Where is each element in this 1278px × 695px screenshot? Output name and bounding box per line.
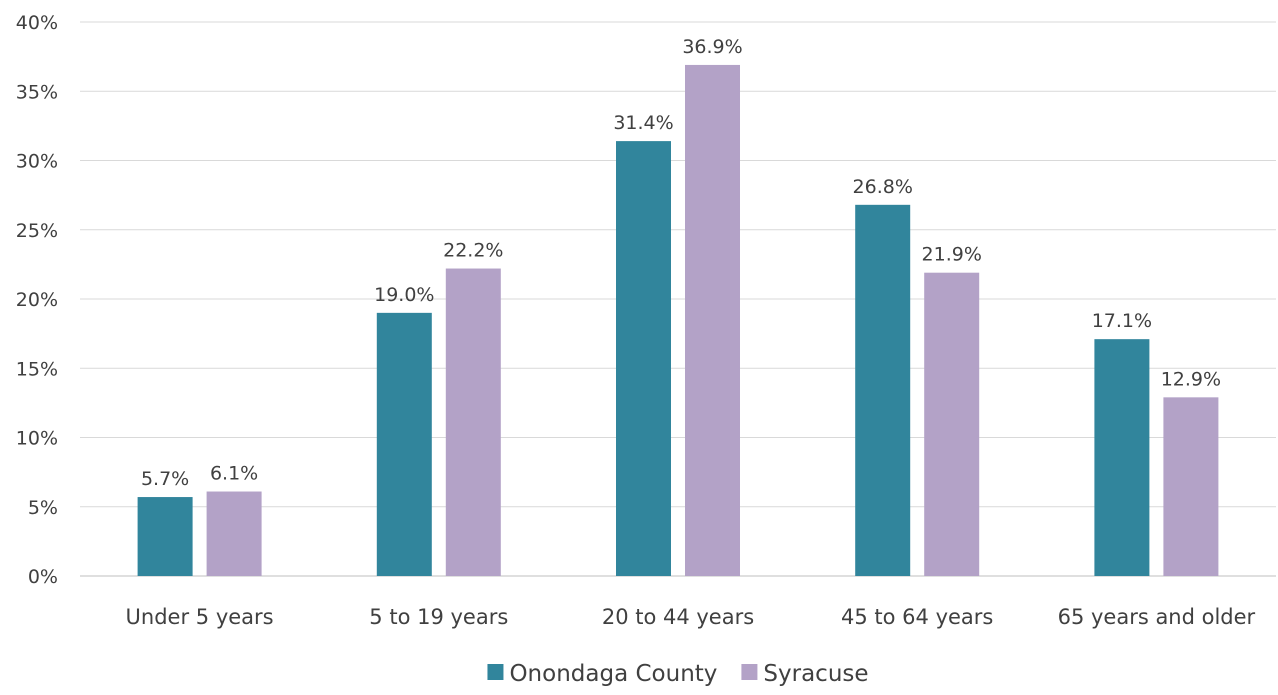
legend: Onondaga County Syracuse — [487, 661, 869, 687]
y-tick-label: 5% — [28, 497, 58, 519]
bar-syracuse — [1163, 397, 1219, 576]
y-axis-tick-labels: 0% 5% 10% 15% 20% 25% 30% 35% 40% — [16, 12, 58, 588]
legend-label: Syracuse — [763, 661, 868, 687]
data-label: 6.1% — [210, 463, 258, 485]
x-category-label: 45 to 64 years — [841, 605, 993, 629]
legend-swatch — [487, 664, 504, 680]
y-tick-label: 40% — [16, 12, 58, 34]
gridlines — [80, 21, 1276, 577]
legend-label: Onondaga County — [509, 661, 717, 687]
data-label: 5.7% — [141, 468, 189, 490]
x-category-label: Under 5 years — [126, 605, 274, 629]
data-label: 21.9% — [922, 244, 982, 266]
bar-onondaga-county — [1094, 339, 1150, 576]
bar-onondaga-county — [376, 312, 432, 576]
x-category-label: 20 to 44 years — [602, 605, 754, 629]
y-tick-label: 0% — [28, 566, 58, 588]
bar-onondaga-county — [137, 497, 193, 576]
data-label: 26.8% — [853, 176, 913, 198]
bar-syracuse — [445, 268, 501, 576]
data-label: 17.1% — [1092, 310, 1152, 332]
bar-syracuse — [206, 491, 262, 576]
bar-onondaga-county — [855, 204, 911, 576]
y-tick-label: 25% — [16, 220, 58, 242]
x-axis-category-labels: Under 5 years 5 to 19 years 20 to 44 years… — [126, 605, 1256, 629]
bar-syracuse — [924, 272, 980, 576]
legend-item: Onondaga County — [487, 661, 717, 687]
data-labels: 5.7% 6.1% 19.0% 22.2% 31.4% 36.9% 26.8% 21.9% 17… — [141, 36, 1221, 490]
data-label: 22.2% — [443, 240, 503, 262]
bars — [137, 64, 1219, 577]
legend-item: Syracuse — [741, 661, 869, 687]
y-tick-label: 15% — [16, 358, 58, 380]
data-label: 36.9% — [682, 36, 742, 58]
bar-onondaga-county — [616, 141, 671, 577]
legend-swatch — [741, 664, 758, 680]
x-category-label: 5 to 19 years — [369, 605, 508, 629]
x-category-label: 65 years and older — [1058, 605, 1256, 629]
y-tick-label: 10% — [16, 428, 58, 450]
data-label: 19.0% — [374, 284, 434, 306]
data-label: 31.4% — [613, 112, 673, 134]
y-tick-label: 20% — [16, 289, 58, 311]
y-tick-label: 30% — [16, 151, 58, 173]
data-label: 12.9% — [1161, 368, 1221, 390]
y-tick-label: 35% — [16, 81, 58, 103]
bar-syracuse — [685, 64, 740, 576]
